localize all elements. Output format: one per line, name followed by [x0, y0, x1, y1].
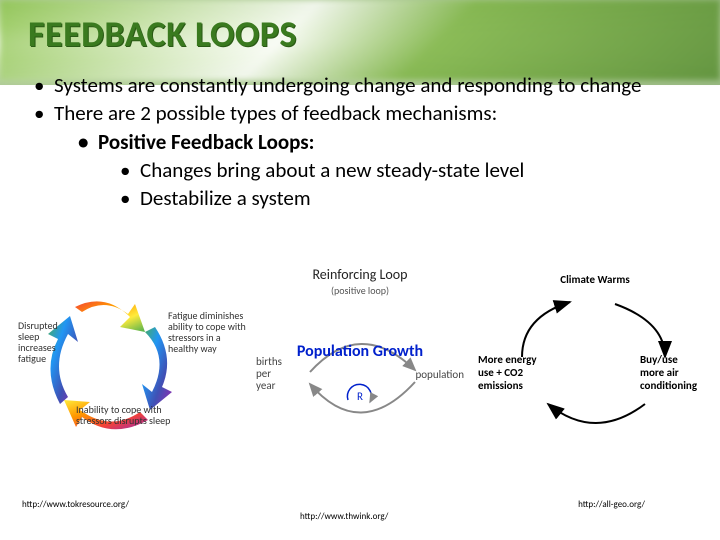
- bullet-2-1-2: Destabilize a system: [32, 185, 690, 211]
- cite-right: http://all-geo.org/: [578, 499, 645, 510]
- d2-left2: per: [256, 368, 271, 379]
- bullet-2: There are 2 possible types of feedback m…: [32, 100, 690, 126]
- citations: http://www.tokresource.org/ http://www.t…: [0, 492, 720, 522]
- sleep-label-tr: Fatigue diminishes ability to cope with …: [168, 310, 246, 354]
- d2-subtitle: (positive loop): [250, 284, 470, 297]
- d2-title: Reinforcing Loop: [250, 266, 470, 283]
- d3-l2: use + CO2: [478, 367, 556, 379]
- diagram-reinforcing-loop: Reinforcing Loop (positive loop) Populat…: [250, 262, 470, 472]
- d2-symbol: R: [250, 390, 470, 403]
- diagrams-row: Disrupted sleep increases fatigue Fatigu…: [20, 262, 700, 472]
- page-title: FEEDBACK LOOPS: [28, 12, 297, 56]
- bullet-1: Systems are constantly undergoing change…: [32, 72, 690, 98]
- d3-r3: conditioning: [640, 380, 710, 392]
- body-text: Systems are constantly undergoing change…: [32, 72, 690, 213]
- d3-r1: Buy/use: [640, 354, 702, 366]
- d3-top: Climate Warms: [560, 274, 630, 286]
- bullet-2-1-1: Changes bring about a new steady-state l…: [32, 157, 690, 183]
- d2-center: Population Growth: [250, 344, 470, 361]
- cite-left: http://www.tokresource.org/: [22, 499, 129, 510]
- diagram-climate-cycle: Climate Warms Buy/use more air condition…: [480, 262, 700, 472]
- bullet-2-1: Positive Feedback Loops:: [32, 129, 690, 155]
- sleep-cycle-svg: [20, 262, 240, 472]
- sleep-label-br: Inability to cope with stressors disrupt…: [76, 404, 172, 426]
- d2-left3: year: [256, 380, 275, 391]
- d2-left1: births: [256, 356, 282, 367]
- d3-l3: emissions: [478, 380, 556, 392]
- d3-r2: more air: [640, 367, 702, 379]
- diagram-sleep-cycle: Disrupted sleep increases fatigue Fatigu…: [20, 262, 240, 472]
- d3-l1: More energy: [478, 354, 556, 366]
- sleep-label-tl: Disrupted sleep increases fatigue: [18, 320, 78, 364]
- d2-right: population: [415, 368, 464, 381]
- cite-center: http://www.thwink.org/: [300, 511, 388, 522]
